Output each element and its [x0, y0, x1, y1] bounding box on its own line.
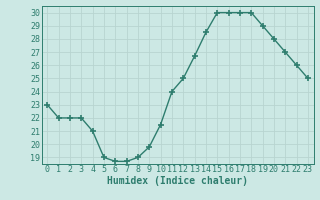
X-axis label: Humidex (Indice chaleur): Humidex (Indice chaleur): [107, 176, 248, 186]
